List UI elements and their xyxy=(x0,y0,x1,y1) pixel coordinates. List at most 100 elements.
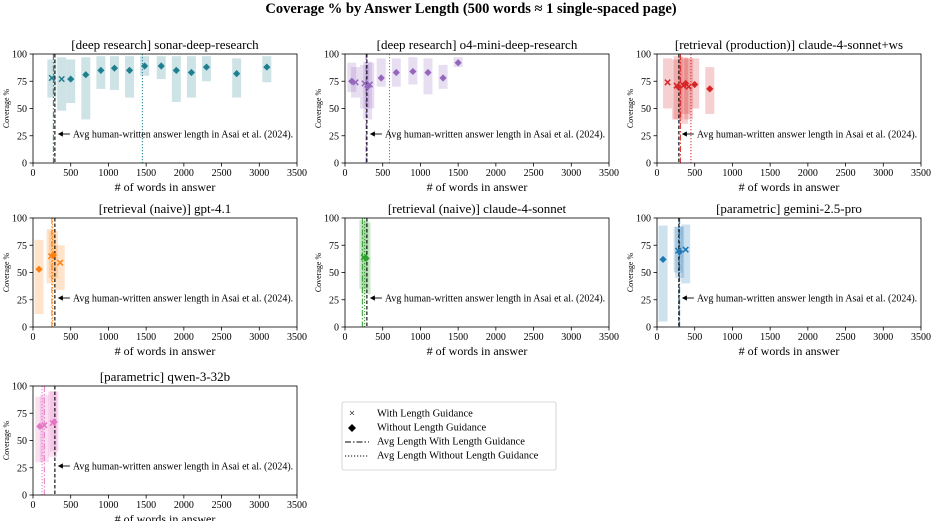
y-tick-label: 25 xyxy=(641,131,651,142)
axes-frame xyxy=(32,385,298,496)
marker-with-guidance xyxy=(674,247,682,254)
legend-x-marker-icon: × xyxy=(349,408,355,420)
legend-label-without-guidance: Without Length Guidance xyxy=(377,422,487,433)
error-band-without-guidance xyxy=(125,56,135,98)
x-tick-label: 2500 xyxy=(836,332,856,343)
plot-area xyxy=(345,218,609,327)
annotation-text: Avg human-written answer length in Asai … xyxy=(385,294,605,305)
legend-label-avg-with: Avg Length With Length Guidance xyxy=(377,436,525,447)
marker-with-guidance xyxy=(682,246,689,253)
panel-title: [retrieval (naive)] claude-4-sonnet xyxy=(388,201,567,216)
error-band-with-guidance xyxy=(663,58,673,109)
marker-without-guidance xyxy=(49,251,57,259)
annotation-arrow-head-icon xyxy=(57,295,63,301)
x-tick-label: 0 xyxy=(343,332,348,343)
marker-without-guidance xyxy=(409,67,417,76)
marker-without-guidance xyxy=(439,74,447,82)
y-tick-label: 100 xyxy=(636,214,651,225)
x-tick-label: 1000 xyxy=(98,168,118,179)
marker-without-guidance xyxy=(659,255,667,264)
marker-without-guidance xyxy=(392,68,400,77)
y-tick-label: 75 xyxy=(17,241,27,252)
axes-frame xyxy=(656,217,922,328)
marker-with-guidance xyxy=(685,83,692,90)
x-tick-label: 3000 xyxy=(249,500,269,511)
panel-title: [deep research] sonar-deep-research xyxy=(71,37,259,52)
marker-without-guidance xyxy=(141,62,149,70)
marker-without-guidance xyxy=(424,68,432,77)
annotation-arrow-head-icon xyxy=(57,131,63,137)
legend-label-with-guidance: With Length Guidance xyxy=(377,408,473,419)
error-band-without-guidance xyxy=(81,57,91,120)
error-band-without-guidance xyxy=(186,56,196,98)
error-band-with-guidance xyxy=(55,245,65,290)
chart-panel: [retrieval (naive)] claude-4-sonnet 0 500 1… xyxy=(314,201,619,358)
error-band-with-guidance xyxy=(681,224,691,284)
y-tick-label: 100 xyxy=(12,214,27,225)
x-tick-label: 500 xyxy=(375,332,390,343)
y-axis-label: Coverage % xyxy=(626,253,635,293)
marker-without-guidance xyxy=(82,71,90,79)
y-axis-label: Coverage % xyxy=(314,89,323,129)
x-tick-label: 2000 xyxy=(174,332,194,343)
plot-area xyxy=(657,218,921,327)
y-tick-label: 25 xyxy=(17,463,27,474)
x-axis-label: # of words in answer xyxy=(739,180,840,194)
x-tick-label: 500 xyxy=(63,500,78,511)
x-tick-label: 500 xyxy=(63,332,78,343)
y-tick-label: 50 xyxy=(641,104,651,115)
y-tick-label: 0 xyxy=(334,159,339,170)
x-tick-label: 3500 xyxy=(287,500,307,511)
marker-without-guidance xyxy=(691,80,699,89)
x-tick-label: 3500 xyxy=(911,332,931,343)
x-tick-label: 500 xyxy=(687,332,702,343)
marker-without-guidance xyxy=(110,64,119,72)
marker-with-guidance xyxy=(673,82,680,89)
axes-frame xyxy=(344,53,610,164)
x-tick-label: 2500 xyxy=(212,332,232,343)
x-tick-label: 3000 xyxy=(873,168,893,179)
annotation-text: Avg human-written answer length in Asai … xyxy=(697,294,917,305)
x-tick-label: 500 xyxy=(687,168,702,179)
error-band-with-guidance xyxy=(673,226,683,273)
x-tick-label: 1000 xyxy=(722,168,742,179)
x-tick-label: 1500 xyxy=(760,332,780,343)
y-axis-label: Coverage % xyxy=(2,253,11,293)
error-band-without-guidance xyxy=(363,61,373,120)
x-tick-label: 0 xyxy=(31,168,36,179)
plot-area xyxy=(33,54,297,163)
x-tick-label: 2000 xyxy=(798,332,818,343)
x-tick-label: 500 xyxy=(63,168,78,179)
marker-without-guidance xyxy=(36,422,44,430)
x-tick-label: 1000 xyxy=(410,168,430,179)
y-tick-label: 100 xyxy=(636,50,651,61)
x-tick-label: 1000 xyxy=(98,332,118,343)
x-tick-label: 0 xyxy=(31,500,36,511)
y-tick-label: 75 xyxy=(641,77,651,88)
x-tick-label: 3500 xyxy=(287,332,307,343)
annotation-text: Avg human-written answer length in Asai … xyxy=(73,294,293,305)
y-tick-label: 25 xyxy=(17,131,27,142)
y-tick-label: 0 xyxy=(22,491,27,502)
marker-without-guidance xyxy=(706,85,714,93)
x-tick-label: 3500 xyxy=(599,168,619,179)
x-axis-label: # of words in answer xyxy=(115,344,216,358)
legend: × With Length Guidance Without Length Gu… xyxy=(341,401,557,471)
x-tick-label: 2500 xyxy=(212,500,232,511)
marker-with-guidance xyxy=(41,422,48,429)
error-band-without-guidance xyxy=(347,62,357,93)
panel-title: [deep research] o4-mini-deep-research xyxy=(377,37,578,52)
annotation-text: Avg human-written answer length in Asai … xyxy=(73,462,293,473)
y-tick-label: 0 xyxy=(22,323,27,334)
x-tick-label: 3000 xyxy=(561,168,581,179)
y-axis-label: Coverage % xyxy=(2,421,11,461)
y-tick-label: 0 xyxy=(646,323,651,334)
y-axis-label: Coverage % xyxy=(2,89,11,129)
x-axis-label: # of words in answer xyxy=(115,512,216,521)
annotation-text: Avg human-written answer length in Asai … xyxy=(385,130,605,141)
x-tick-label: 3500 xyxy=(287,168,307,179)
x-tick-label: 1500 xyxy=(448,332,468,343)
error-band-with-guidance xyxy=(48,391,58,457)
error-band-with-guidance xyxy=(359,220,369,289)
x-tick-label: 1000 xyxy=(410,332,430,343)
